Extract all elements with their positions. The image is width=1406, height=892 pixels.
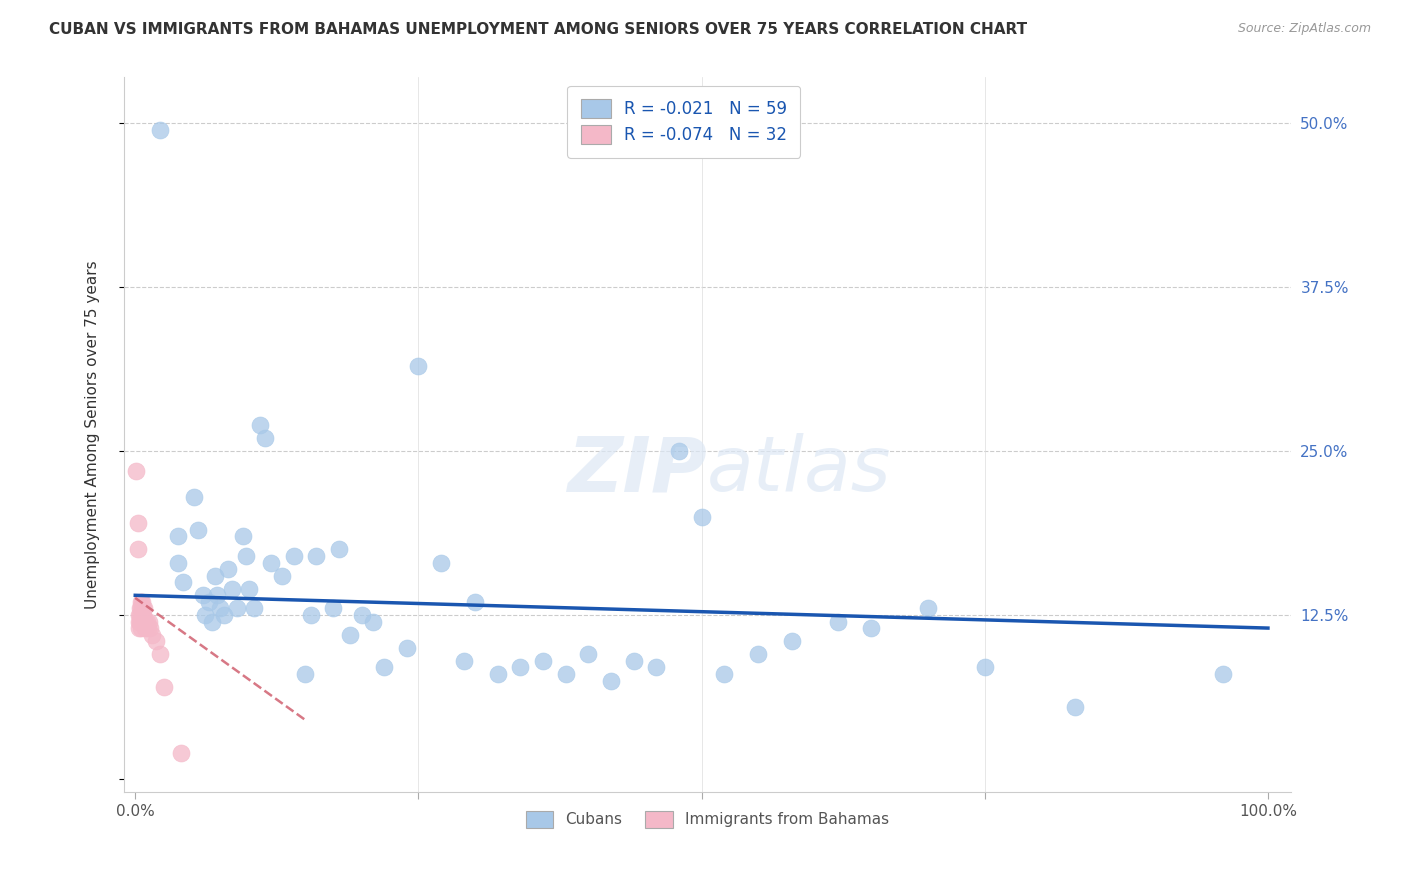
Point: [134, 615, 156, 629]
Point: [322, 601, 344, 615]
Point: [283, 549, 305, 563]
Point: [131, 595, 153, 609]
Point: [396, 640, 419, 655]
Point: [129, 615, 152, 629]
Point: [373, 660, 395, 674]
Point: [254, 431, 277, 445]
Point: [145, 634, 167, 648]
Point: [183, 490, 205, 504]
Point: [125, 464, 148, 478]
Point: [193, 588, 215, 602]
Point: [531, 654, 554, 668]
Point: [127, 542, 149, 557]
Point: [132, 615, 155, 629]
Point: [600, 673, 623, 688]
Point: [235, 549, 257, 563]
Point: [127, 516, 149, 531]
Point: [204, 568, 226, 582]
Point: [226, 601, 249, 615]
Y-axis label: Unemployment Among Seniors over 75 years: Unemployment Among Seniors over 75 years: [86, 260, 100, 609]
Point: [194, 607, 217, 622]
Point: [132, 601, 155, 615]
Point: [136, 621, 159, 635]
Point: [129, 621, 152, 635]
Point: [249, 417, 271, 432]
Point: [747, 648, 769, 662]
Point: [131, 615, 153, 629]
Point: [328, 542, 350, 557]
Point: [917, 601, 939, 615]
Point: [780, 634, 803, 648]
Point: [232, 529, 254, 543]
Point: [713, 667, 735, 681]
Point: [198, 595, 221, 609]
Legend: Cubans, Immigrants from Bahamas: Cubans, Immigrants from Bahamas: [519, 805, 896, 834]
Point: [128, 601, 150, 615]
Point: [305, 549, 328, 563]
Point: [243, 601, 266, 615]
Point: [134, 615, 156, 629]
Point: [128, 615, 150, 629]
Point: [271, 568, 294, 582]
Point: [1212, 667, 1234, 681]
Point: [132, 607, 155, 622]
Point: [128, 621, 150, 635]
Point: [186, 523, 208, 537]
Text: ZIP: ZIP: [568, 434, 707, 508]
Point: [464, 595, 486, 609]
Point: [299, 607, 322, 622]
Point: [668, 444, 690, 458]
Point: [134, 621, 156, 635]
Point: [294, 667, 316, 681]
Point: [128, 615, 150, 629]
Point: [129, 595, 152, 609]
Text: atlas: atlas: [707, 434, 891, 508]
Point: [209, 601, 232, 615]
Point: [221, 582, 243, 596]
Point: [1064, 699, 1087, 714]
Point: [486, 667, 509, 681]
Text: Source: ZipAtlas.com: Source: ZipAtlas.com: [1237, 22, 1371, 36]
Point: [138, 615, 160, 629]
Point: [169, 746, 191, 760]
Point: [260, 556, 283, 570]
Point: [554, 667, 576, 681]
Point: [167, 529, 190, 543]
Point: [128, 607, 150, 622]
Point: [509, 660, 531, 674]
Point: [690, 509, 713, 524]
Point: [350, 607, 373, 622]
Point: [827, 615, 849, 629]
Point: [339, 627, 361, 641]
Point: [141, 627, 163, 641]
Point: [645, 660, 668, 674]
Point: [167, 556, 190, 570]
Point: [408, 359, 430, 373]
Point: [361, 615, 384, 629]
Point: [152, 680, 174, 694]
Point: [201, 615, 224, 629]
Text: CUBAN VS IMMIGRANTS FROM BAHAMAS UNEMPLOYMENT AMONG SENIORS OVER 75 YEARS CORREL: CUBAN VS IMMIGRANTS FROM BAHAMAS UNEMPLO…: [49, 22, 1028, 37]
Point: [149, 123, 172, 137]
Point: [149, 648, 172, 662]
Point: [212, 607, 235, 622]
Point: [860, 621, 883, 635]
Point: [139, 621, 162, 635]
Point: [135, 615, 157, 629]
Point: [217, 562, 239, 576]
Point: [576, 648, 599, 662]
Point: [238, 582, 260, 596]
Point: [172, 575, 194, 590]
Point: [453, 654, 475, 668]
Point: [623, 654, 645, 668]
Point: [129, 601, 152, 615]
Point: [430, 556, 453, 570]
Point: [134, 601, 156, 615]
Point: [973, 660, 995, 674]
Point: [131, 607, 153, 622]
Point: [128, 607, 150, 622]
Point: [205, 588, 228, 602]
